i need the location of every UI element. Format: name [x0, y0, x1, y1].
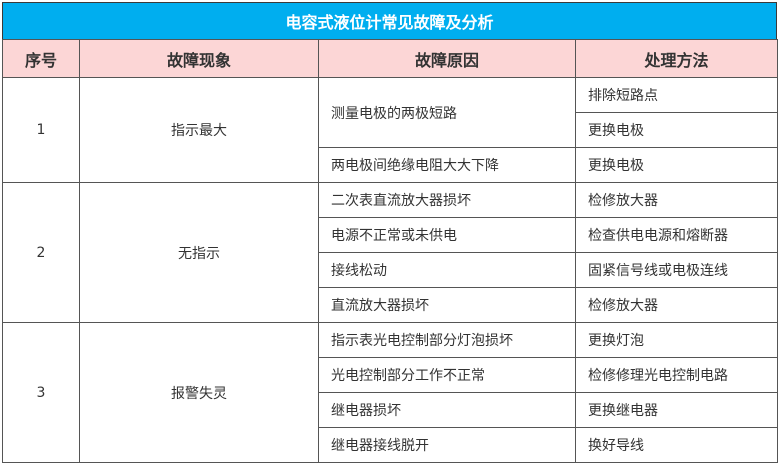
cause-cell: 直流放大器损坏 [318, 287, 576, 323]
action-cell: 更换电极 [575, 112, 778, 148]
table-title: 电容式液位计常见故障及分析 [2, 2, 777, 39]
cause-cell: 两电极间绝缘电阻大大下降 [318, 147, 576, 183]
action-cell: 检修放大器 [575, 182, 778, 218]
fault-table: 序号 故障现象 故障原因 处理方法 1 指示最大 测量电极的两极短路 排除短路点… [2, 39, 778, 463]
cause-cell: 指示表光电控制部分灯泡损坏 [318, 322, 576, 358]
table-row: 电源不正常或未供电 检查供电电源和熔断器 [3, 217, 778, 253]
table-row: 直流放大器损坏 检修放大器 [3, 287, 778, 323]
symptom-cell: 无指示 [79, 182, 319, 323]
table-row: 继电器损坏 更换继电器 [3, 392, 778, 428]
action-cell: 固紧信号线或电极连线 [575, 252, 778, 288]
table-row: 继电器接线脱开 换好导线 [3, 427, 778, 463]
table-row: 更换电极 [3, 112, 778, 148]
header-cause: 故障原因 [318, 39, 576, 78]
action-cell: 排除短路点 [575, 77, 778, 113]
action-cell: 检修修理光电控制电路 [575, 357, 778, 393]
symptom-cell: 指示最大 [79, 77, 319, 183]
symptom-cell: 报警失灵 [79, 322, 319, 463]
header-row: 序号 故障现象 故障原因 处理方法 [2, 39, 778, 78]
table-row: 3 报警失灵 指示表光电控制部分灯泡损坏 更换灯泡 [2, 322, 778, 463]
table-row: 光电控制部分工作不正常 检修修理光电控制电路 [3, 357, 778, 393]
action-cell: 更换灯泡 [575, 322, 778, 358]
table-row: 1 指示最大 测量电极的两极短路 排除短路点 [2, 77, 778, 183]
fault-table-container: 电容式液位计常见故障及分析 序号 故障现象 故障原因 处理方法 1 指示最大 测… [2, 2, 778, 463]
table-row: 接线松动 固紧信号线或电极连线 [3, 252, 778, 288]
row-number: 1 [2, 77, 80, 183]
table-row: 两电极间绝缘电阻大大下降 更换电极 [3, 147, 778, 183]
header-action: 处理方法 [575, 39, 778, 78]
action-cell: 检查供电电源和熔断器 [575, 217, 778, 253]
row-number: 2 [2, 182, 80, 323]
cause-cell: 接线松动 [318, 252, 576, 288]
action-cell: 检修放大器 [575, 287, 778, 323]
action-cell: 换好导线 [575, 427, 778, 463]
row-number: 3 [2, 322, 80, 463]
cause-cell: 测量电极的两极短路 [318, 77, 576, 148]
table-row: 2 无指示 二次表直流放大器损坏 检修放大器 [2, 182, 778, 323]
cause-cell: 电源不正常或未供电 [318, 217, 576, 253]
cause-cell: 光电控制部分工作不正常 [318, 357, 576, 393]
action-cell: 更换电极 [575, 147, 778, 183]
header-no: 序号 [2, 39, 80, 78]
cause-cell: 继电器损坏 [318, 392, 576, 428]
cause-cell: 继电器接线脱开 [318, 427, 576, 463]
header-symptom: 故障现象 [79, 39, 319, 78]
cause-cell: 二次表直流放大器损坏 [318, 182, 576, 218]
action-cell: 更换继电器 [575, 392, 778, 428]
